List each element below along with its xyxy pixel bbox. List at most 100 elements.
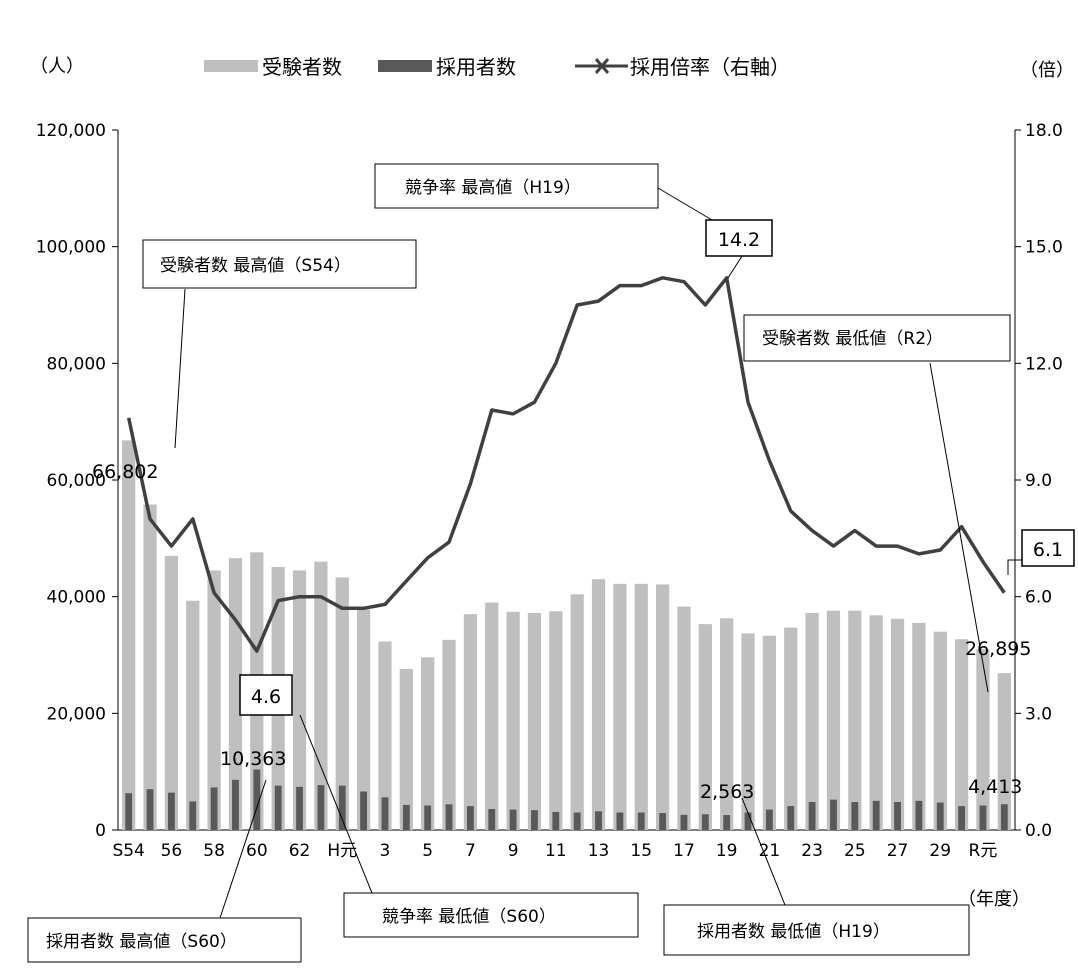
x-tick-label: 15 xyxy=(630,841,652,861)
label-applicants-last: 26,895 xyxy=(965,638,1031,660)
callout-applicants-max-text: 受験者数 最高値（S54） xyxy=(160,256,351,276)
label-hires-min: 2,563 xyxy=(700,781,754,803)
legend-label-applicants: 受験者数 xyxy=(262,55,342,79)
applicants-bar xyxy=(890,618,905,830)
valbox-ratio-last-text: 6.1 xyxy=(1033,539,1063,561)
series-ratio xyxy=(126,276,1006,653)
applicants-bar xyxy=(826,610,841,830)
x-tick-label: 58 xyxy=(203,841,225,861)
valbox-ratio-min: 4.6 xyxy=(239,674,293,716)
hires-bar xyxy=(765,809,773,830)
callout-hires-max: 採用者数 最高値（S60） xyxy=(27,917,302,963)
hires-bar xyxy=(915,800,923,830)
label-applicants-first: 66,802 xyxy=(92,461,158,483)
leader-applicants-max xyxy=(174,288,186,449)
right-tick-label: 18.0 xyxy=(1025,121,1063,141)
valbox-ratio-max: 14.2 xyxy=(705,219,773,257)
right-tick-label: 3.0 xyxy=(1025,704,1052,724)
hires-bar xyxy=(253,769,261,830)
x-tick-label: 5 xyxy=(422,841,433,861)
applicants-bar xyxy=(527,613,542,830)
applicants-bar xyxy=(485,602,499,830)
applicants-bar xyxy=(164,555,179,830)
leader-applicants-min xyxy=(929,362,989,693)
left-tick-label: 100,000 xyxy=(36,238,106,258)
series-hires xyxy=(125,769,1008,830)
hires-bar xyxy=(360,791,368,830)
applicants-bar xyxy=(506,611,520,830)
applicants-bar xyxy=(720,618,734,830)
x-axis-ticks: S54 56 58 60 62 H元 3 5 7 9 11 13 15 17 19 21 23 25 27 29 R元 xyxy=(112,841,997,861)
valbox-ratio-last: 6.1 xyxy=(1021,529,1075,567)
x-tick-label: 27 xyxy=(887,841,909,861)
series-applicants xyxy=(122,440,1011,830)
leader-ratio-max-b xyxy=(727,255,743,279)
x-tick-label: 29 xyxy=(929,841,951,861)
x-axis-unit: （年度） xyxy=(958,889,1030,910)
applicants-bar xyxy=(314,561,328,830)
x-tick-label: 25 xyxy=(844,841,866,861)
left-tick-label: 80,000 xyxy=(47,354,106,374)
hires-bar xyxy=(338,785,346,830)
hires-bar xyxy=(616,812,624,830)
ratio-line xyxy=(126,276,1006,653)
callout-hires-min-text: 採用者数 最低値（H19） xyxy=(697,922,890,942)
hires-bar xyxy=(125,793,133,830)
applicants-bar xyxy=(933,631,947,830)
legend-swatch-hires xyxy=(378,60,432,72)
x-tick-label: 13 xyxy=(588,841,610,861)
applicants-bar xyxy=(399,669,413,830)
hires-bar xyxy=(531,810,538,830)
hires-bar xyxy=(851,802,859,830)
applicants-bar xyxy=(378,641,392,830)
hires-bar xyxy=(787,806,795,830)
x-tick-label: 23 xyxy=(801,841,823,861)
hires-bar xyxy=(509,809,517,830)
callout-ratio-max-text: 競争率 最高値（H19） xyxy=(405,178,581,198)
applicants-bar xyxy=(591,579,606,830)
applicants-bar xyxy=(549,611,563,830)
hires-bar xyxy=(701,814,709,830)
applicants-bar xyxy=(655,584,670,830)
applicants-bar xyxy=(421,657,435,830)
legend-swatch-ratio-marker xyxy=(594,58,610,74)
callout-ratio-max: 競争率 最高値（H19） xyxy=(374,163,659,209)
hires-bar xyxy=(723,815,731,830)
callout-applicants-min-text: 受験者数 最低値（R2） xyxy=(762,329,943,349)
hires-bar xyxy=(317,785,325,830)
right-tick-label: 15.0 xyxy=(1025,238,1063,258)
hires-bar xyxy=(830,799,837,830)
valbox-ratio-max-text: 14.2 xyxy=(718,229,760,251)
applicants-bar xyxy=(570,594,584,830)
applicants-bar xyxy=(976,649,990,830)
hires-bar xyxy=(1000,804,1008,830)
hires-bar xyxy=(146,789,154,830)
right-tick-label: 0.0 xyxy=(1025,821,1052,841)
hires-bar xyxy=(381,797,389,830)
x-tick-label: 11 xyxy=(545,841,567,861)
x-tick-label: 17 xyxy=(673,841,695,861)
callout-applicants-max: 受験者数 最高値（S54） xyxy=(142,239,417,289)
left-axis-unit: （人） xyxy=(30,56,84,77)
applicants-bar xyxy=(762,635,777,830)
applicants-bar xyxy=(335,577,349,830)
right-axis-ticks: 0.0 3.0 6.0 9.0 12.0 15.0 18.0 xyxy=(1015,121,1063,841)
x-tick-label: 3 xyxy=(380,841,391,861)
leader-hires-max xyxy=(219,779,267,919)
applicants-bar xyxy=(207,570,221,830)
applicants-bar xyxy=(634,583,648,830)
callout-applicants-min: 受験者数 最低値（R2） xyxy=(743,314,1011,362)
applicants-bar xyxy=(122,440,136,830)
right-axis-unit: （倍） xyxy=(1020,60,1074,81)
applicants-bar xyxy=(677,606,691,830)
hires-bar xyxy=(872,800,880,830)
applicants-bar xyxy=(356,609,371,830)
right-tick-label: 9.0 xyxy=(1025,471,1052,491)
hires-bar xyxy=(232,779,239,830)
legend: 受験者数 採用者数 採用倍率（右軸） xyxy=(204,55,790,79)
hires-bar xyxy=(402,804,410,830)
x-tick-label: H元 xyxy=(327,841,357,861)
hires-bar xyxy=(296,786,303,830)
x-tick-label: 7 xyxy=(465,841,476,861)
applicants-bar xyxy=(997,673,1011,830)
